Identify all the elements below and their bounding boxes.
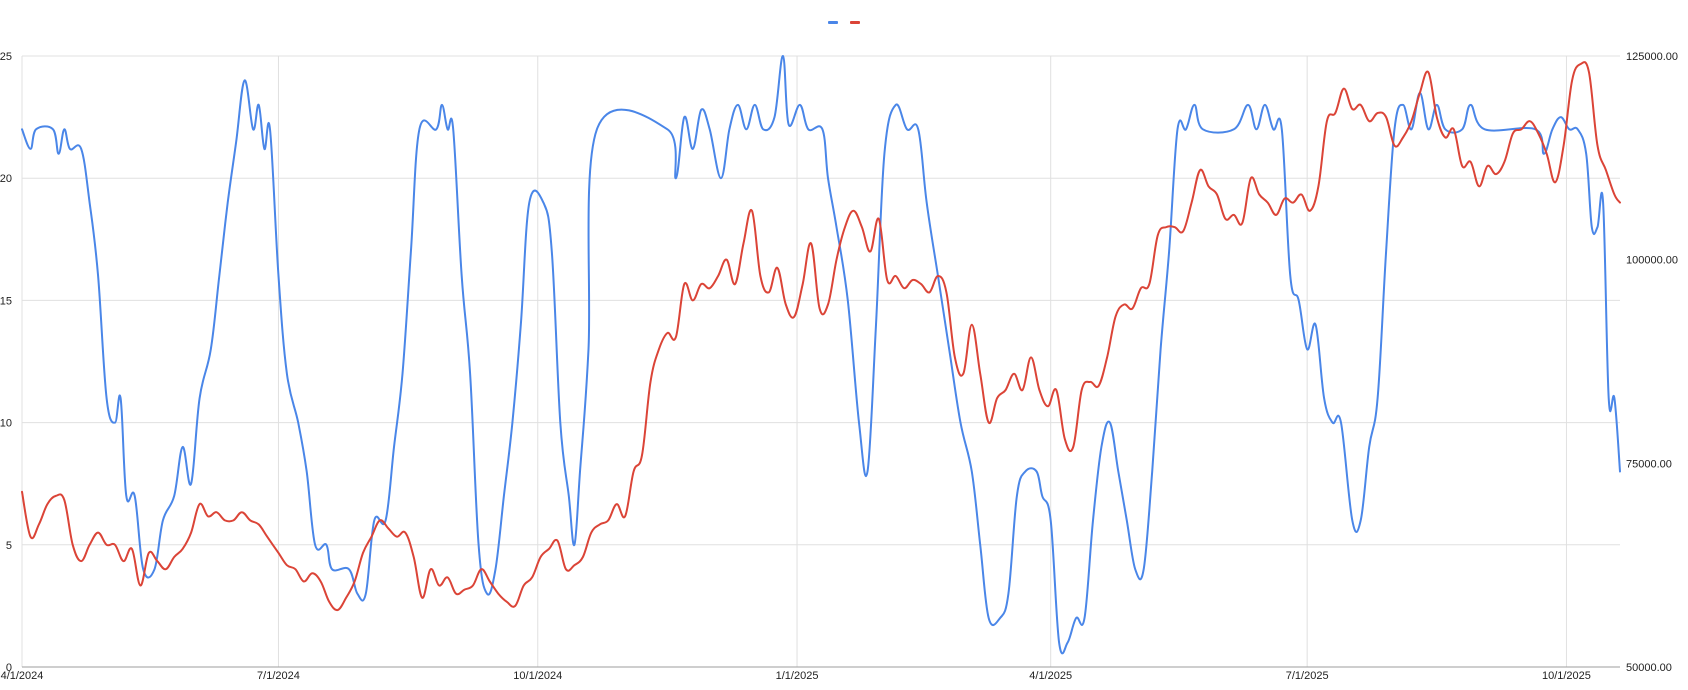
chart-legend[interactable] bbox=[828, 21, 860, 24]
y-left-tick-label: 25 bbox=[0, 51, 12, 63]
horizontal-gridlines bbox=[22, 55, 1620, 668]
vertical-gridlines bbox=[21, 56, 1567, 667]
y-right-tick-label: 75000.00 bbox=[1626, 458, 1672, 470]
y-right-tick-label: 50000.00 bbox=[1626, 662, 1672, 674]
x-tick-label: 10/1/2024 bbox=[513, 670, 562, 682]
series-layer bbox=[21, 54, 1621, 655]
y-axis-right: 50000.00 75000.00 100000.00 125000.00 bbox=[1626, 51, 1678, 674]
y-left-tick-label: 15 bbox=[0, 295, 12, 307]
y-left-tick-label: 20 bbox=[0, 173, 12, 185]
y-left-tick-label: 0 bbox=[6, 662, 12, 674]
x-tick-label: 4/1/2025 bbox=[1029, 670, 1072, 682]
x-tick-label: 1/1/2025 bbox=[776, 670, 819, 682]
y-right-tick-label: 125000.00 bbox=[1626, 51, 1678, 63]
series-line-2 bbox=[21, 61, 1621, 612]
x-axis: 4/1/2024 7/1/2024 10/1/2024 1/1/2025 4/1/202… bbox=[1, 670, 1591, 682]
y-left-tick-label: 10 bbox=[0, 418, 12, 430]
y-left-tick-label: 5 bbox=[6, 540, 12, 552]
series-line-1 bbox=[21, 54, 1621, 655]
legend-swatch-1[interactable] bbox=[828, 21, 838, 24]
y-right-tick-label: 100000.00 bbox=[1626, 255, 1678, 267]
x-tick-label: 10/1/2025 bbox=[1542, 670, 1591, 682]
x-tick-label: 7/1/2025 bbox=[1286, 670, 1329, 682]
legend-swatch-2[interactable] bbox=[850, 21, 860, 24]
x-tick-label: 7/1/2024 bbox=[257, 670, 300, 682]
x-tick-label: 4/1/2024 bbox=[1, 670, 44, 682]
y-axis-left: 0 5 10 15 20 25 bbox=[0, 51, 12, 674]
